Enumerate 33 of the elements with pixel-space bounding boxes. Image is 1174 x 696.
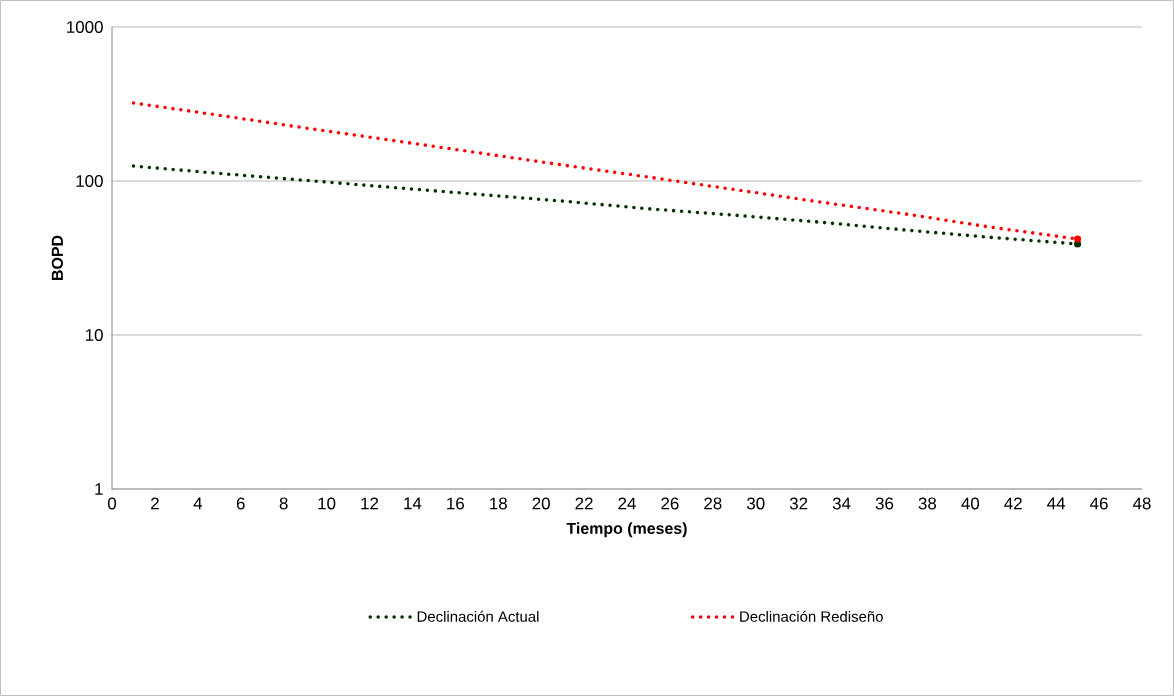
y-tick-label: 1 (95, 483, 103, 495)
x-tick-label: 14 (404, 497, 422, 510)
x-tick-label: 20 (532, 497, 550, 510)
x-tick-label: 32 (789, 497, 808, 510)
x-tick-label: 12 (361, 497, 379, 510)
x-tick-label: 46 (1090, 497, 1108, 510)
x-tick-label: 18 (490, 497, 507, 510)
x-tick-label: 28 (704, 497, 722, 510)
x-tick-label: 4 (193, 497, 203, 510)
y-tick-label: 100 (76, 174, 103, 187)
x-tick-label: 36 (875, 497, 894, 510)
x-tick-label: 40 (961, 497, 980, 510)
y-tick-label: 1000 (67, 20, 103, 33)
x-tick-label: 42 (1004, 497, 1022, 510)
x-tick-label: 34 (832, 497, 851, 510)
x-tick-label: 44 (1047, 497, 1066, 510)
x-tick-label: 38 (918, 497, 937, 510)
x-tick-label: 10 (318, 497, 336, 510)
legend-label: Declinación Rediseño (740, 610, 883, 622)
x-tick-label: 6 (236, 497, 245, 510)
y-tick-label: 10 (85, 328, 103, 341)
x-tick-label: 48 (1132, 497, 1151, 510)
x-tick-label: 26 (661, 497, 679, 510)
x-tick-label: 16 (447, 497, 464, 510)
x-tick-label: 8 (279, 497, 288, 510)
x-tick-label: 2 (151, 497, 159, 510)
x-tick-label: 0 (107, 497, 117, 510)
x-tick-label: 24 (618, 497, 636, 510)
x-tick-label: 22 (575, 497, 593, 510)
x-axis-title: Tiempo (meses) (566, 522, 687, 538)
x-tick-label: 30 (746, 497, 765, 510)
legend-label: Declinación Actual (417, 610, 539, 622)
y-axis-title: BOPD (51, 235, 63, 280)
